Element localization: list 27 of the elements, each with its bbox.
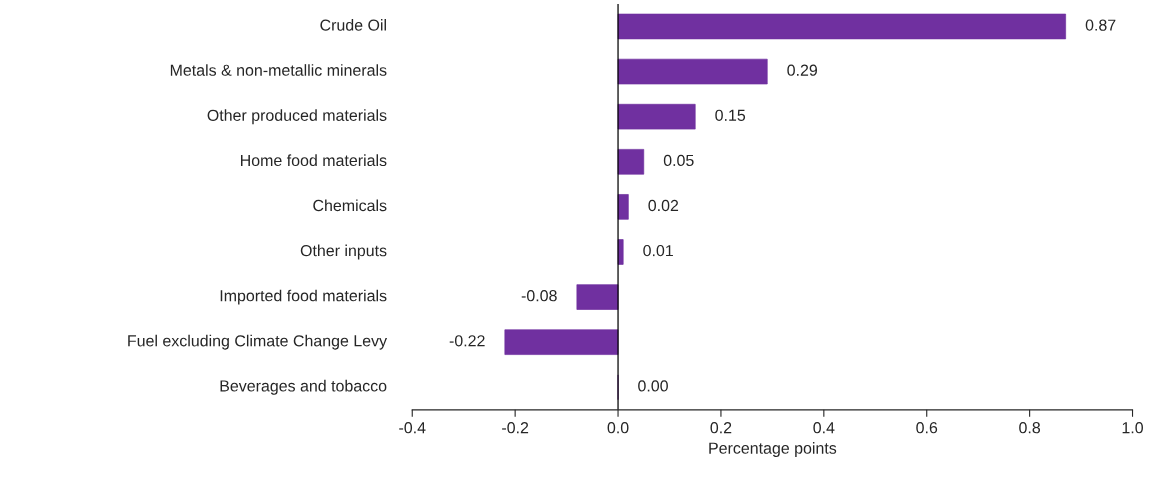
y-tick-label: Fuel excluding Climate Change Levy <box>128 334 388 350</box>
x-tick-label: 0.0 <box>607 422 629 434</box>
y-tick-label: Other inputs <box>300 244 387 260</box>
x-tick-label: -0.4 <box>399 422 426 434</box>
y-tick-label: Chemicals <box>313 199 387 212</box>
data-label: 0.01 <box>643 244 673 257</box>
y-tick-label: Home food materials <box>241 154 387 167</box>
data-label: 0.29 <box>787 64 818 76</box>
x-tick-label: 0.8 <box>1019 422 1041 434</box>
data-label: 0.02 <box>648 199 679 212</box>
data-label: 0.00 <box>638 380 668 392</box>
data-label: 0.05 <box>663 154 694 167</box>
x-tick-label: 1.0 <box>1122 422 1143 434</box>
x-tick-label: 0.2 <box>710 422 732 434</box>
data-label: -0.08 <box>521 290 557 302</box>
x-tick-label: 0.4 <box>813 422 835 434</box>
data-label: 0.87 <box>1085 19 1116 31</box>
y-tick-label: Beverages and tobacco <box>220 379 387 395</box>
x-tick-label: -0.2 <box>502 422 529 434</box>
x-axis-title: Percentage points <box>709 442 837 457</box>
data-label: 0.15 <box>715 109 746 121</box>
y-tick-label: Other produced materials <box>207 109 387 125</box>
y-tick-label: Crude Oil <box>320 19 386 31</box>
y-tick-label: Imported food materials <box>220 289 387 305</box>
data-label: -0.22 <box>449 335 485 347</box>
x-tick-label: 0.6 <box>916 422 938 434</box>
y-tick-label: Metals & non-metallic minerals <box>170 64 387 76</box>
